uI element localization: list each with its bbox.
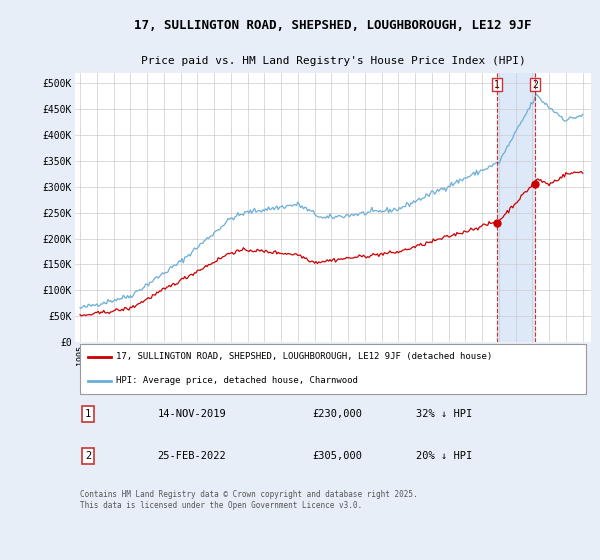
Text: 2: 2	[85, 451, 91, 461]
Bar	[497, 73, 535, 342]
Text: 1: 1	[85, 409, 91, 419]
FancyBboxPatch shape	[80, 343, 586, 394]
Text: 2: 2	[532, 80, 538, 90]
Text: 25-FEB-2022: 25-FEB-2022	[158, 451, 226, 461]
Text: 14-NOV-2019: 14-NOV-2019	[158, 409, 226, 419]
Text: 32% ↓ HPI: 32% ↓ HPI	[416, 409, 472, 419]
Text: Price paid vs. HM Land Registry's House Price Index (HPI): Price paid vs. HM Land Registry's House …	[140, 57, 526, 66]
Text: 17, SULLINGTON ROAD, SHEPSHED, LOUGHBOROUGH, LE12 9JF: 17, SULLINGTON ROAD, SHEPSHED, LOUGHBORO…	[134, 20, 532, 32]
Text: £230,000: £230,000	[313, 409, 362, 419]
Text: 20% ↓ HPI: 20% ↓ HPI	[416, 451, 472, 461]
Text: 17, SULLINGTON ROAD, SHEPSHED, LOUGHBOROUGH, LE12 9JF (detached house): 17, SULLINGTON ROAD, SHEPSHED, LOUGHBORO…	[116, 352, 493, 362]
Text: 1: 1	[494, 80, 500, 90]
Text: £305,000: £305,000	[313, 451, 362, 461]
Text: Contains HM Land Registry data © Crown copyright and database right 2025.
This d: Contains HM Land Registry data © Crown c…	[80, 491, 418, 510]
Text: HPI: Average price, detached house, Charnwood: HPI: Average price, detached house, Char…	[116, 376, 358, 385]
